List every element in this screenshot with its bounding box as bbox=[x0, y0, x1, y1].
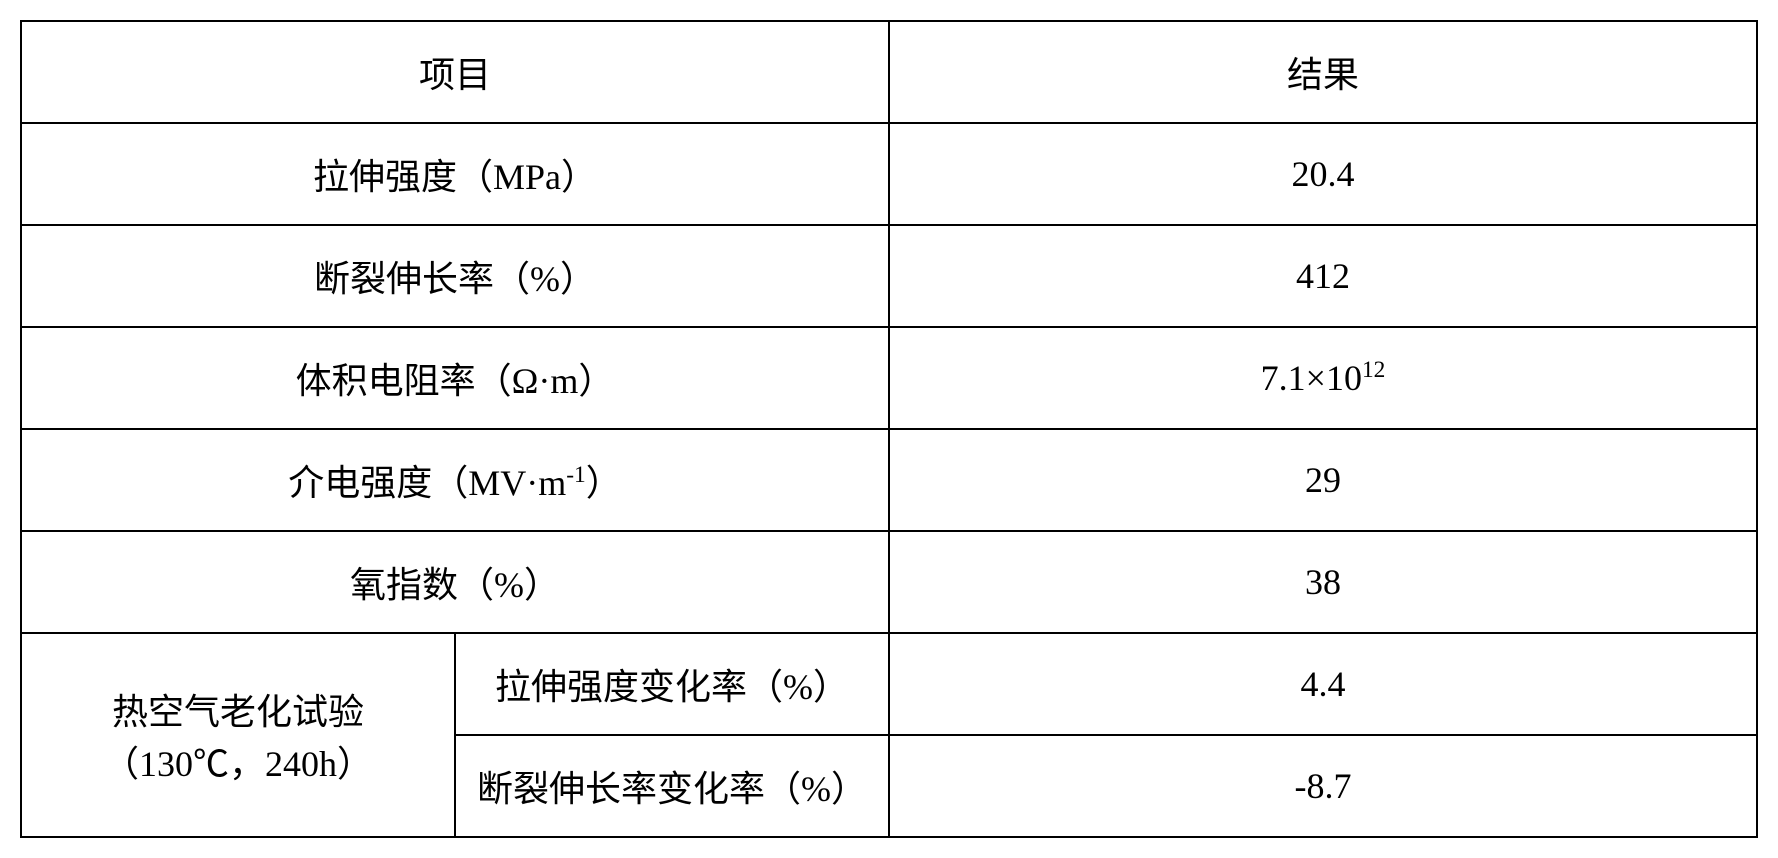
table-row: 体积电阻率（Ω·m） 7.1×1012 bbox=[21, 327, 1757, 429]
results-table: 项目 结果 拉伸强度（MPa） 20.4 断裂伸长率（%） 412 体积电阻率（… bbox=[20, 20, 1758, 838]
property-value: 38 bbox=[889, 531, 1757, 633]
table-row: 介电强度（MV·m-1） 29 bbox=[21, 429, 1757, 531]
property-label: 断裂伸长率（%） bbox=[21, 225, 889, 327]
header-cell-result: 结果 bbox=[889, 21, 1757, 123]
aging-sub-label: 拉伸强度变化率（%） bbox=[455, 633, 889, 735]
property-value: 29 bbox=[889, 429, 1757, 531]
property-label: 介电强度（MV·m-1） bbox=[21, 429, 889, 531]
aging-test-row-1: 热空气老化试验（130℃，240h） 拉伸强度变化率（%） 4.4 bbox=[21, 633, 1757, 735]
table-row: 断裂伸长率（%） 412 bbox=[21, 225, 1757, 327]
results-table-container: 项目 结果 拉伸强度（MPa） 20.4 断裂伸长率（%） 412 体积电阻率（… bbox=[20, 20, 1758, 838]
property-label: 体积电阻率（Ω·m） bbox=[21, 327, 889, 429]
header-cell-item: 项目 bbox=[21, 21, 889, 123]
aging-sub-value: 4.4 bbox=[889, 633, 1757, 735]
aging-test-condition: 热空气老化试验（130℃，240h） bbox=[21, 633, 455, 837]
property-value: 7.1×1012 bbox=[889, 327, 1757, 429]
property-label: 氧指数（%） bbox=[21, 531, 889, 633]
table-row: 氧指数（%） 38 bbox=[21, 531, 1757, 633]
property-value: 20.4 bbox=[889, 123, 1757, 225]
property-label: 拉伸强度（MPa） bbox=[21, 123, 889, 225]
header-row: 项目 结果 bbox=[21, 21, 1757, 123]
table-row: 拉伸强度（MPa） 20.4 bbox=[21, 123, 1757, 225]
property-value: 412 bbox=[889, 225, 1757, 327]
